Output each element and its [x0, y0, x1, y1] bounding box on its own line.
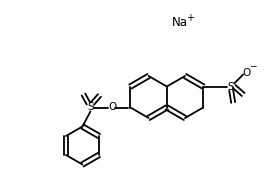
Text: +: +	[186, 13, 194, 23]
Text: −: −	[250, 61, 257, 70]
Text: O: O	[108, 103, 117, 112]
Text: S: S	[228, 82, 235, 91]
Text: S: S	[87, 103, 94, 112]
Text: Na: Na	[172, 15, 188, 28]
Text: O: O	[242, 67, 250, 77]
